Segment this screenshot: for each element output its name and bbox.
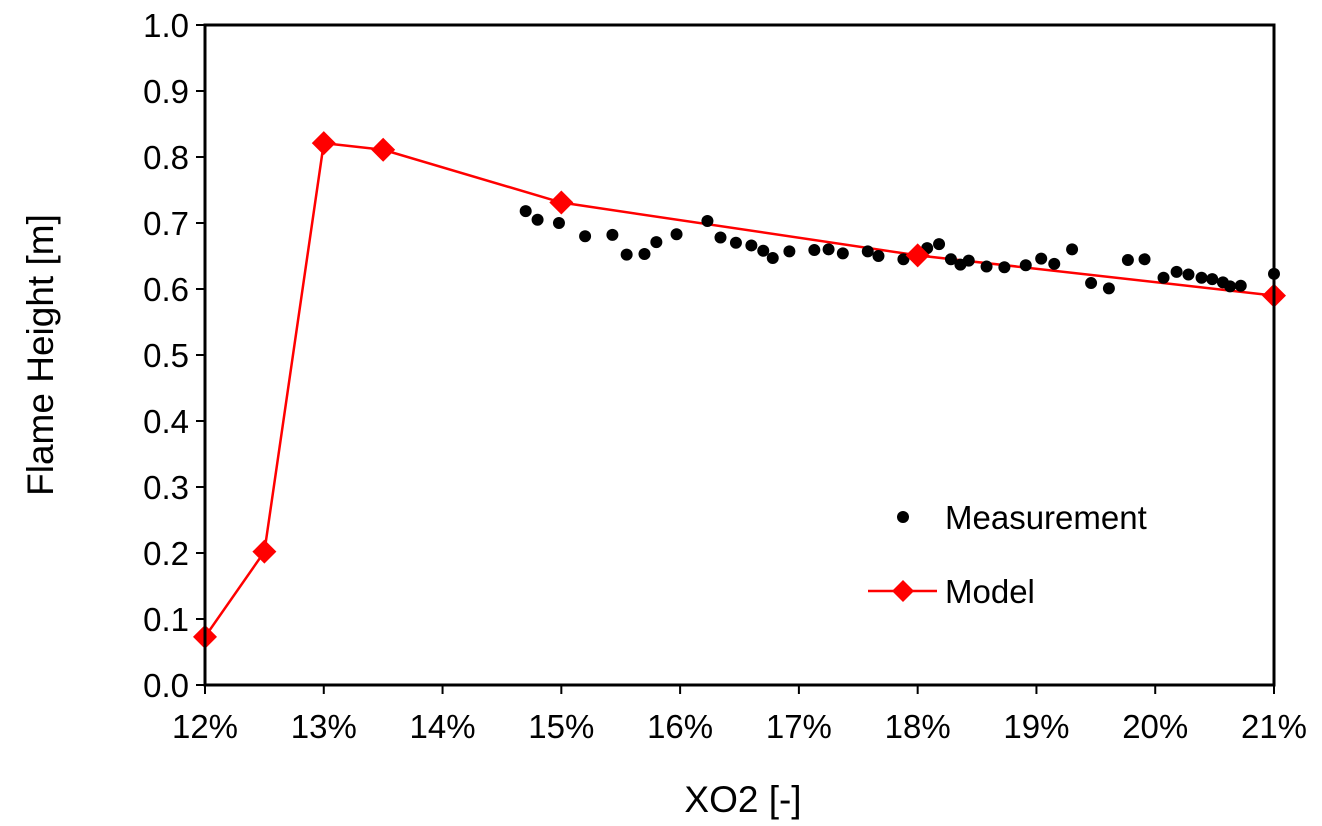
measurement-point <box>650 236 663 249</box>
measurement-point <box>1066 243 1079 256</box>
measurement-point <box>808 244 821 257</box>
measurement-point <box>606 228 619 241</box>
measurement-point <box>998 261 1011 274</box>
legend-model-marker <box>892 580 914 602</box>
measurement-point <box>1157 271 1170 284</box>
measurement-point <box>757 244 770 257</box>
y-axis-ticks: 0.0 0.1 0.2 0.3 0.4 0.5 0.6 0.7 0.8 0.9 1.0 <box>143 7 205 704</box>
model-point <box>905 243 930 268</box>
y-axis-title: Flame Height [m] <box>20 214 61 496</box>
measurement-point <box>766 251 779 264</box>
legend-measurement-label: Measurement <box>945 499 1147 536</box>
x-tick-label: 14% <box>410 708 476 745</box>
x-tick-label: 20% <box>1122 708 1188 745</box>
measurement-point <box>1234 279 1247 292</box>
y-tick-label: 0.7 <box>143 205 189 242</box>
measurement-point <box>729 236 742 249</box>
legend: Measurement Model <box>868 499 1147 610</box>
y-tick-label: 0.2 <box>143 535 189 572</box>
measurement-point <box>1019 259 1032 272</box>
measurement-layer <box>519 205 1280 295</box>
measurement-point <box>519 205 532 218</box>
y-tick-label: 0.3 <box>143 469 189 506</box>
measurement-point <box>1035 252 1048 265</box>
model-point <box>252 539 277 564</box>
x-tick-label: 21% <box>1241 708 1307 745</box>
measurement-point <box>620 248 633 261</box>
measurement-point <box>638 248 651 261</box>
measurement-point <box>531 213 544 226</box>
measurement-point <box>1121 253 1134 266</box>
measurement-point <box>1206 273 1219 286</box>
measurement-point <box>1048 257 1061 270</box>
model-point <box>311 131 336 156</box>
measurement-point <box>1085 277 1098 290</box>
measurement-point <box>1138 253 1151 266</box>
model-marker-layer <box>193 131 1286 649</box>
measurement-point <box>980 260 993 273</box>
measurement-point <box>1195 271 1208 284</box>
x-tick-label: 18% <box>885 708 951 745</box>
y-tick-label: 0.4 <box>143 403 189 440</box>
measurement-point <box>861 245 874 258</box>
y-tick-label: 0.5 <box>143 337 189 374</box>
legend-model-label: Model <box>945 573 1035 610</box>
measurement-point <box>552 217 565 229</box>
measurement-point <box>944 253 957 266</box>
measurement-point <box>783 245 796 258</box>
measurement-point <box>701 215 714 228</box>
y-tick-label: 0.8 <box>143 139 189 176</box>
x-tick-label: 17% <box>766 708 832 745</box>
y-tick-label: 1.0 <box>143 7 189 44</box>
measurement-point <box>579 230 592 243</box>
x-tick-label: 16% <box>647 708 713 745</box>
x-tick-label: 12% <box>172 708 238 745</box>
model-line <box>203 141 1275 638</box>
y-tick-label: 0.6 <box>143 271 189 308</box>
measurement-point <box>1224 280 1237 293</box>
measurement-point <box>836 247 849 260</box>
y-tick-label: 0.0 <box>143 667 189 704</box>
measurement-point <box>897 253 910 266</box>
plot-area-frame <box>203 23 1276 687</box>
measurement-point <box>745 239 758 252</box>
y-tick-label: 0.9 <box>143 73 189 110</box>
x-tick-label: 13% <box>291 708 357 745</box>
measurement-point <box>670 228 683 241</box>
measurement-point <box>1102 282 1115 295</box>
x-axis-ticks: 12% 13% 14% 15% 16% 17% 18% 19% 20% 21% <box>172 685 1307 745</box>
measurement-point <box>822 243 835 256</box>
y-tick-label: 0.1 <box>143 601 189 638</box>
legend-measurement-marker <box>897 511 909 523</box>
measurement-point <box>962 254 975 267</box>
measurement-point <box>933 238 946 251</box>
model-point <box>371 137 396 162</box>
measurement-point <box>1170 265 1183 278</box>
model-line-layer <box>203 141 1275 638</box>
x-tick-label: 19% <box>1003 708 1069 745</box>
x-tick-label: 15% <box>528 708 594 745</box>
x-axis-title: XO2 [-] <box>684 779 801 820</box>
model-point <box>549 190 574 215</box>
measurement-point <box>714 231 727 244</box>
measurement-point <box>872 250 885 262</box>
measurement-point <box>1182 268 1195 281</box>
